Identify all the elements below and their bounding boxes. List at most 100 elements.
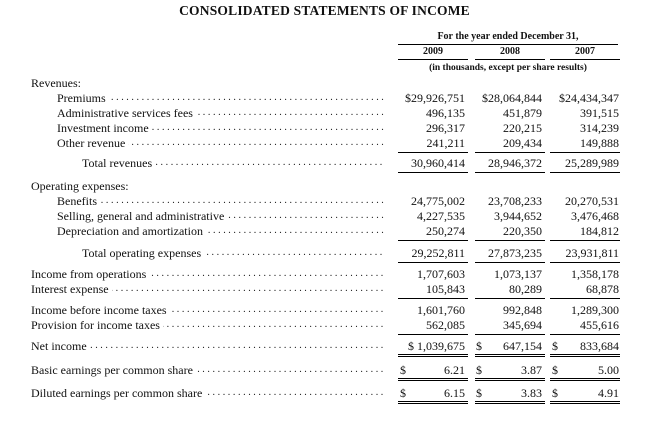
- value-2008: 80,289: [509, 282, 542, 296]
- value-2009: 105,843: [426, 282, 465, 296]
- value-2008: 220,350: [503, 224, 542, 238]
- value-2009: 496,135: [426, 106, 465, 120]
- value-2007: 184,812: [580, 224, 619, 238]
- subtotal-rule-2007: [550, 152, 620, 153]
- value-2009: 241,211: [426, 136, 465, 150]
- leader-dots: ........................................…: [60, 92, 385, 103]
- value-2009: 250,274: [426, 224, 465, 238]
- subtotal-rule-2009: [398, 334, 468, 335]
- year-rule-2007: [550, 59, 620, 60]
- double-rule-2008: [475, 378, 545, 381]
- value-2007: 391,515: [580, 106, 619, 120]
- year-header-2009: 2009: [423, 46, 443, 57]
- value-2008: 209,434: [503, 136, 542, 150]
- value-2009: 6.15: [444, 386, 465, 400]
- value-2009: 4,227,535: [417, 209, 465, 223]
- row-label: Other revenue: [57, 136, 129, 150]
- value-2009: 30,960,414: [411, 156, 465, 170]
- leader-dots: ........................................…: [60, 122, 385, 133]
- value-2009: 29,252,811: [411, 246, 465, 260]
- row-label: Revenues:: [31, 76, 84, 90]
- leader-dots: ........................................…: [34, 387, 385, 398]
- table-row-net-income: ........................................…: [0, 339, 649, 353]
- table-row-depreciation-amortization: ........................................…: [0, 224, 649, 238]
- table-row-investment-income: ........................................…: [0, 121, 649, 135]
- row-label: Benefits: [57, 194, 100, 208]
- double-rule-2008: [475, 354, 545, 357]
- double-rule-2009: [398, 354, 468, 357]
- double-rule-2007: [550, 401, 620, 404]
- subtotal-rule-2008: [475, 152, 545, 153]
- leader-dots: ........................................…: [60, 195, 385, 206]
- table-row-benefits: ........................................…: [0, 194, 649, 208]
- subtotal-rule-2009: [398, 240, 468, 241]
- value-2007: 149,888: [580, 136, 619, 150]
- value-2008: 992,848: [503, 303, 542, 317]
- row-label: Net income: [31, 339, 90, 353]
- value-2008: 451,879: [503, 106, 542, 120]
- row-label: Provision for income taxes: [31, 318, 163, 332]
- table-row-income-before-taxes: ........................................…: [0, 303, 649, 317]
- double-rule-2008: [475, 401, 545, 404]
- double-rule-2009: [398, 401, 468, 404]
- subtotal-rule-2008: [475, 298, 545, 299]
- currency-sign-2008: $: [476, 363, 482, 377]
- leader-dots: ........................................…: [84, 157, 385, 168]
- currency-sign-2007: $: [552, 363, 558, 377]
- value-2007: 1,358,178: [571, 267, 619, 281]
- value-2007: 4.91: [598, 386, 619, 400]
- value-2007: 455,616: [580, 318, 619, 332]
- row-label: Income from operations: [31, 267, 150, 281]
- value-2007: 833,684: [580, 339, 619, 353]
- value-2007: 314,239: [580, 121, 619, 135]
- value-2008: 3.87: [521, 363, 542, 377]
- leader-dots: ........................................…: [34, 304, 385, 315]
- value-2009: $ 1,039,675: [408, 339, 465, 353]
- value-2008: 1,073,137: [494, 267, 542, 281]
- value-2008: 220,215: [503, 121, 542, 135]
- value-2007: 23,931,811: [565, 246, 619, 260]
- row-label: Premiums: [57, 91, 109, 105]
- value-2008: 23,708,233: [488, 194, 542, 208]
- leader-dots: ........................................…: [60, 137, 385, 148]
- table-row-provision-income-taxes: ........................................…: [0, 318, 649, 332]
- table-row-basic-eps: ........................................…: [0, 363, 649, 377]
- value-2007: 25,289,989: [565, 156, 619, 170]
- table-row-total-revenues: ........................................…: [0, 156, 649, 170]
- row-label: Interest expense: [31, 282, 112, 296]
- value-2007: 1,289,300: [571, 303, 619, 317]
- year-rule-2008: [475, 59, 545, 60]
- value-2008: 3,944,652: [494, 209, 542, 223]
- year-header-2007: 2007: [575, 46, 595, 57]
- total-rule-2007: [550, 262, 620, 263]
- subtotal-rule-2008: [475, 240, 545, 241]
- value-2007: 68,878: [586, 282, 619, 296]
- currency-sign-2008: $: [476, 339, 482, 353]
- value-2008: 27,873,235: [488, 246, 542, 260]
- row-label: Total operating expenses: [82, 246, 205, 260]
- leader-dots: ........................................…: [34, 319, 385, 330]
- leader-dots: ........................................…: [34, 283, 385, 294]
- value-2007: 3,476,468: [571, 209, 619, 223]
- row-label: Administrative services fees: [57, 106, 196, 120]
- subtotal-rule-2008: [475, 334, 545, 335]
- year-rule-2009: [398, 59, 468, 60]
- value-2008: $28,064,844: [482, 91, 542, 105]
- value-2009: 6.21: [444, 363, 465, 377]
- leader-dots: ........................................…: [84, 247, 385, 258]
- total-rule-2008: [475, 172, 545, 173]
- currency-sign-2007: $: [552, 386, 558, 400]
- units-note: (in thousands, except per share results): [429, 63, 587, 73]
- double-rule-2007: [550, 378, 620, 381]
- table-row-administrative-services-fees: ........................................…: [0, 106, 649, 120]
- table-row-other-revenue: ........................................…: [0, 136, 649, 150]
- leader-dots: ........................................…: [34, 364, 385, 375]
- period-header: For the year ended December 31,: [437, 31, 579, 42]
- subtotal-rule-2009: [398, 152, 468, 153]
- value-2007: $24,434,347: [559, 91, 619, 105]
- value-2008: 345,694: [503, 318, 542, 332]
- subtotal-rule-2007: [550, 240, 620, 241]
- leader-dots: ........................................…: [60, 107, 385, 118]
- leader-dots: ........................................…: [60, 225, 385, 236]
- year-header-2008: 2008: [500, 46, 520, 57]
